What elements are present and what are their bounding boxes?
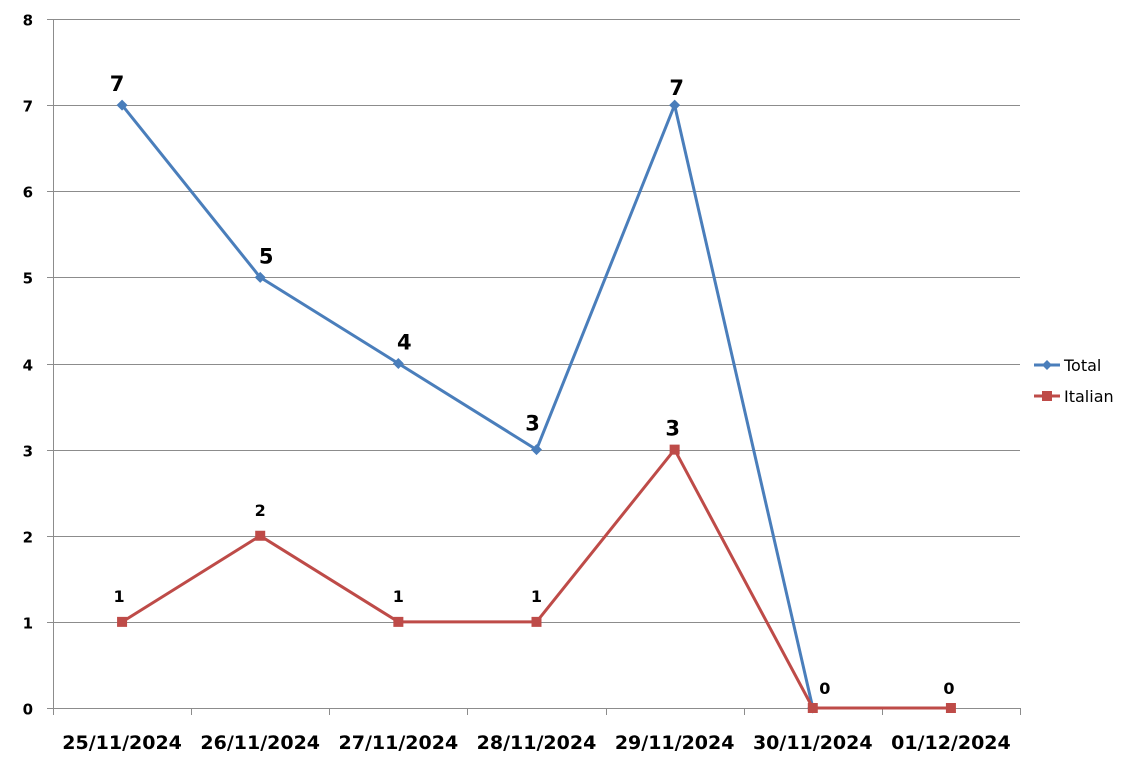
data-point-total: [116, 99, 128, 111]
y-tick-label: 2: [23, 529, 33, 547]
data-point-italian: [117, 616, 128, 627]
data-label-total: 5: [259, 244, 274, 268]
legend-label-total: Total: [1063, 356, 1101, 375]
data-point-italian: [945, 703, 956, 713]
y-tick-label: 6: [23, 184, 33, 202]
legend-marker-total: [1042, 360, 1052, 370]
legend: Total Italian: [1034, 356, 1114, 406]
x-tick-label: 01/12/2024: [891, 732, 1011, 754]
data-label-italian: 1: [531, 587, 542, 606]
series-lines: [116, 99, 956, 714]
x-tick-label: 29/11/2024: [615, 732, 735, 754]
legend-label-italian: Italian: [1064, 387, 1114, 406]
y-tick-label: 7: [23, 98, 33, 116]
data-point-italian: [393, 616, 404, 627]
data-label-italian: 0: [943, 679, 954, 698]
x-tick-label: 28/11/2024: [477, 732, 597, 754]
data-label-italian: 2: [255, 501, 266, 520]
data-point-italian: [255, 530, 266, 541]
data-label-total: 7: [669, 76, 684, 100]
data-label-italian: 0: [819, 679, 830, 698]
data-point-italian: [531, 616, 542, 627]
data-labels: 7 5 4 3 7 1 2 1 1 3 0 0: [110, 72, 955, 698]
data-point-total: [254, 271, 266, 283]
data-point-total: [531, 444, 542, 456]
x-tick-label: 30/11/2024: [753, 732, 873, 754]
axes: 0 1 2 3 4 5 6 7 8 25/11/2024 26/11/2024 27/11/2024 2…: [23, 12, 1021, 754]
data-label-total: 3: [525, 412, 540, 436]
data-point-italian: [669, 444, 680, 455]
data-label-italian: 1: [393, 587, 404, 606]
y-tick-label: 0: [23, 701, 33, 719]
y-tick-label: 1: [23, 615, 33, 633]
data-label-total: 4: [397, 331, 412, 355]
data-point-italian: [807, 703, 818, 713]
data-label-italian: 3: [665, 417, 680, 441]
y-tick-label: 8: [23, 12, 33, 30]
x-tick-label: 27/11/2024: [339, 732, 459, 754]
data-point-total: [392, 358, 404, 369]
series-line-italian: [121, 448, 951, 710]
data-label-italian: 1: [114, 587, 125, 606]
y-tick-label: 3: [23, 443, 33, 461]
series-line-total: [120, 103, 815, 709]
x-tick-label: 25/11/2024: [62, 732, 182, 754]
data-point-total: [669, 99, 681, 111]
data-label-total: 7: [110, 72, 125, 96]
y-tick-label: 4: [23, 357, 33, 375]
gridlines: [53, 19, 1020, 623]
legend-marker-italian: [1042, 391, 1052, 401]
x-tick-label: 26/11/2024: [200, 732, 320, 754]
y-tick-label: 5: [23, 270, 33, 288]
